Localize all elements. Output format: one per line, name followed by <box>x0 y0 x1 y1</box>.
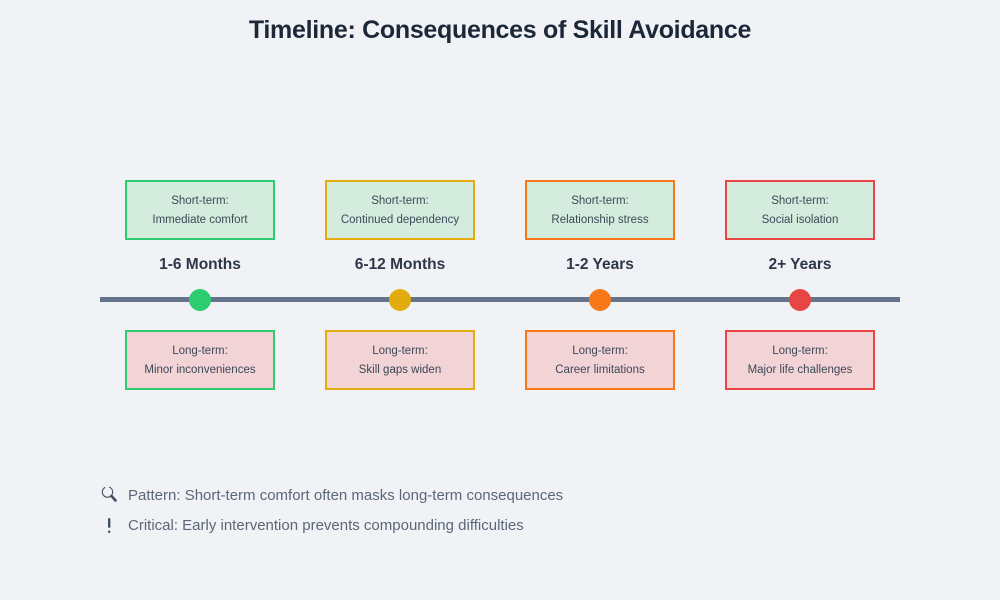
page-title: Timeline: Consequences of Skill Avoidanc… <box>248 16 752 44</box>
timeline-period-4: Short-term: Social isolation 2+ Years Lo… <box>725 0 875 600</box>
short-term-box: Short-term: Continued dependency <box>325 180 475 240</box>
short-term-label: Short-term: <box>171 194 229 207</box>
long-term-box: Long-term: Major life challenges <box>725 330 875 390</box>
long-term-box: Long-term: Skill gaps widen <box>325 330 475 390</box>
period-label: 6-12 Months <box>354 256 446 273</box>
short-term-box: Short-term: Social isolation <box>725 180 875 240</box>
note-critical: Critical: Early intervention prevents co… <box>100 514 524 536</box>
magnifier-icon <box>100 485 118 505</box>
timeline-dot <box>789 289 811 311</box>
timeline-period-1: Short-term: Immediate comfort 1-6 Months… <box>125 0 275 600</box>
long-term-text: Major life challenges <box>747 363 853 376</box>
period-label: 1-6 Months <box>159 256 241 273</box>
period-label: 2+ Years <box>768 256 832 273</box>
short-term-label: Short-term: <box>771 194 829 207</box>
timeline-axis <box>100 297 900 302</box>
short-term-text: Social isolation <box>761 213 839 226</box>
long-term-box: Long-term: Minor inconveniences <box>125 330 275 390</box>
timeline-period-2: Short-term: Continued dependency 6-12 Mo… <box>325 0 475 600</box>
long-term-label: Long-term: <box>572 344 628 357</box>
short-term-text: Continued dependency <box>340 213 460 226</box>
exclamation-icon <box>100 515 118 535</box>
short-term-box: Short-term: Relationship stress <box>525 180 675 240</box>
note-text: Critical: Early intervention prevents co… <box>128 516 524 534</box>
note-text: Pattern: Short-term comfort often masks … <box>128 486 564 504</box>
long-term-text: Career limitations <box>555 363 645 376</box>
long-term-box: Long-term: Career limitations <box>525 330 675 390</box>
short-term-box: Short-term: Immediate comfort <box>125 180 275 240</box>
short-term-label: Short-term: <box>571 194 629 207</box>
timeline-period-3: Short-term: Relationship stress 1-2 Year… <box>525 0 675 600</box>
short-term-label: Short-term: <box>371 194 429 207</box>
short-term-text: Immediate comfort <box>152 213 248 226</box>
long-term-label: Long-term: <box>772 344 828 357</box>
period-label: 1-2 Years <box>566 256 634 273</box>
long-term-label: Long-term: <box>372 344 428 357</box>
note-pattern: Pattern: Short-term comfort often masks … <box>100 484 563 506</box>
long-term-label: Long-term: <box>172 344 228 357</box>
long-term-text: Skill gaps widen <box>358 363 442 376</box>
timeline-dot <box>589 289 611 311</box>
short-term-text: Relationship stress <box>551 213 649 226</box>
timeline-dot <box>389 289 411 311</box>
long-term-text: Minor inconveniences <box>144 363 256 376</box>
timeline-dot <box>189 289 211 311</box>
